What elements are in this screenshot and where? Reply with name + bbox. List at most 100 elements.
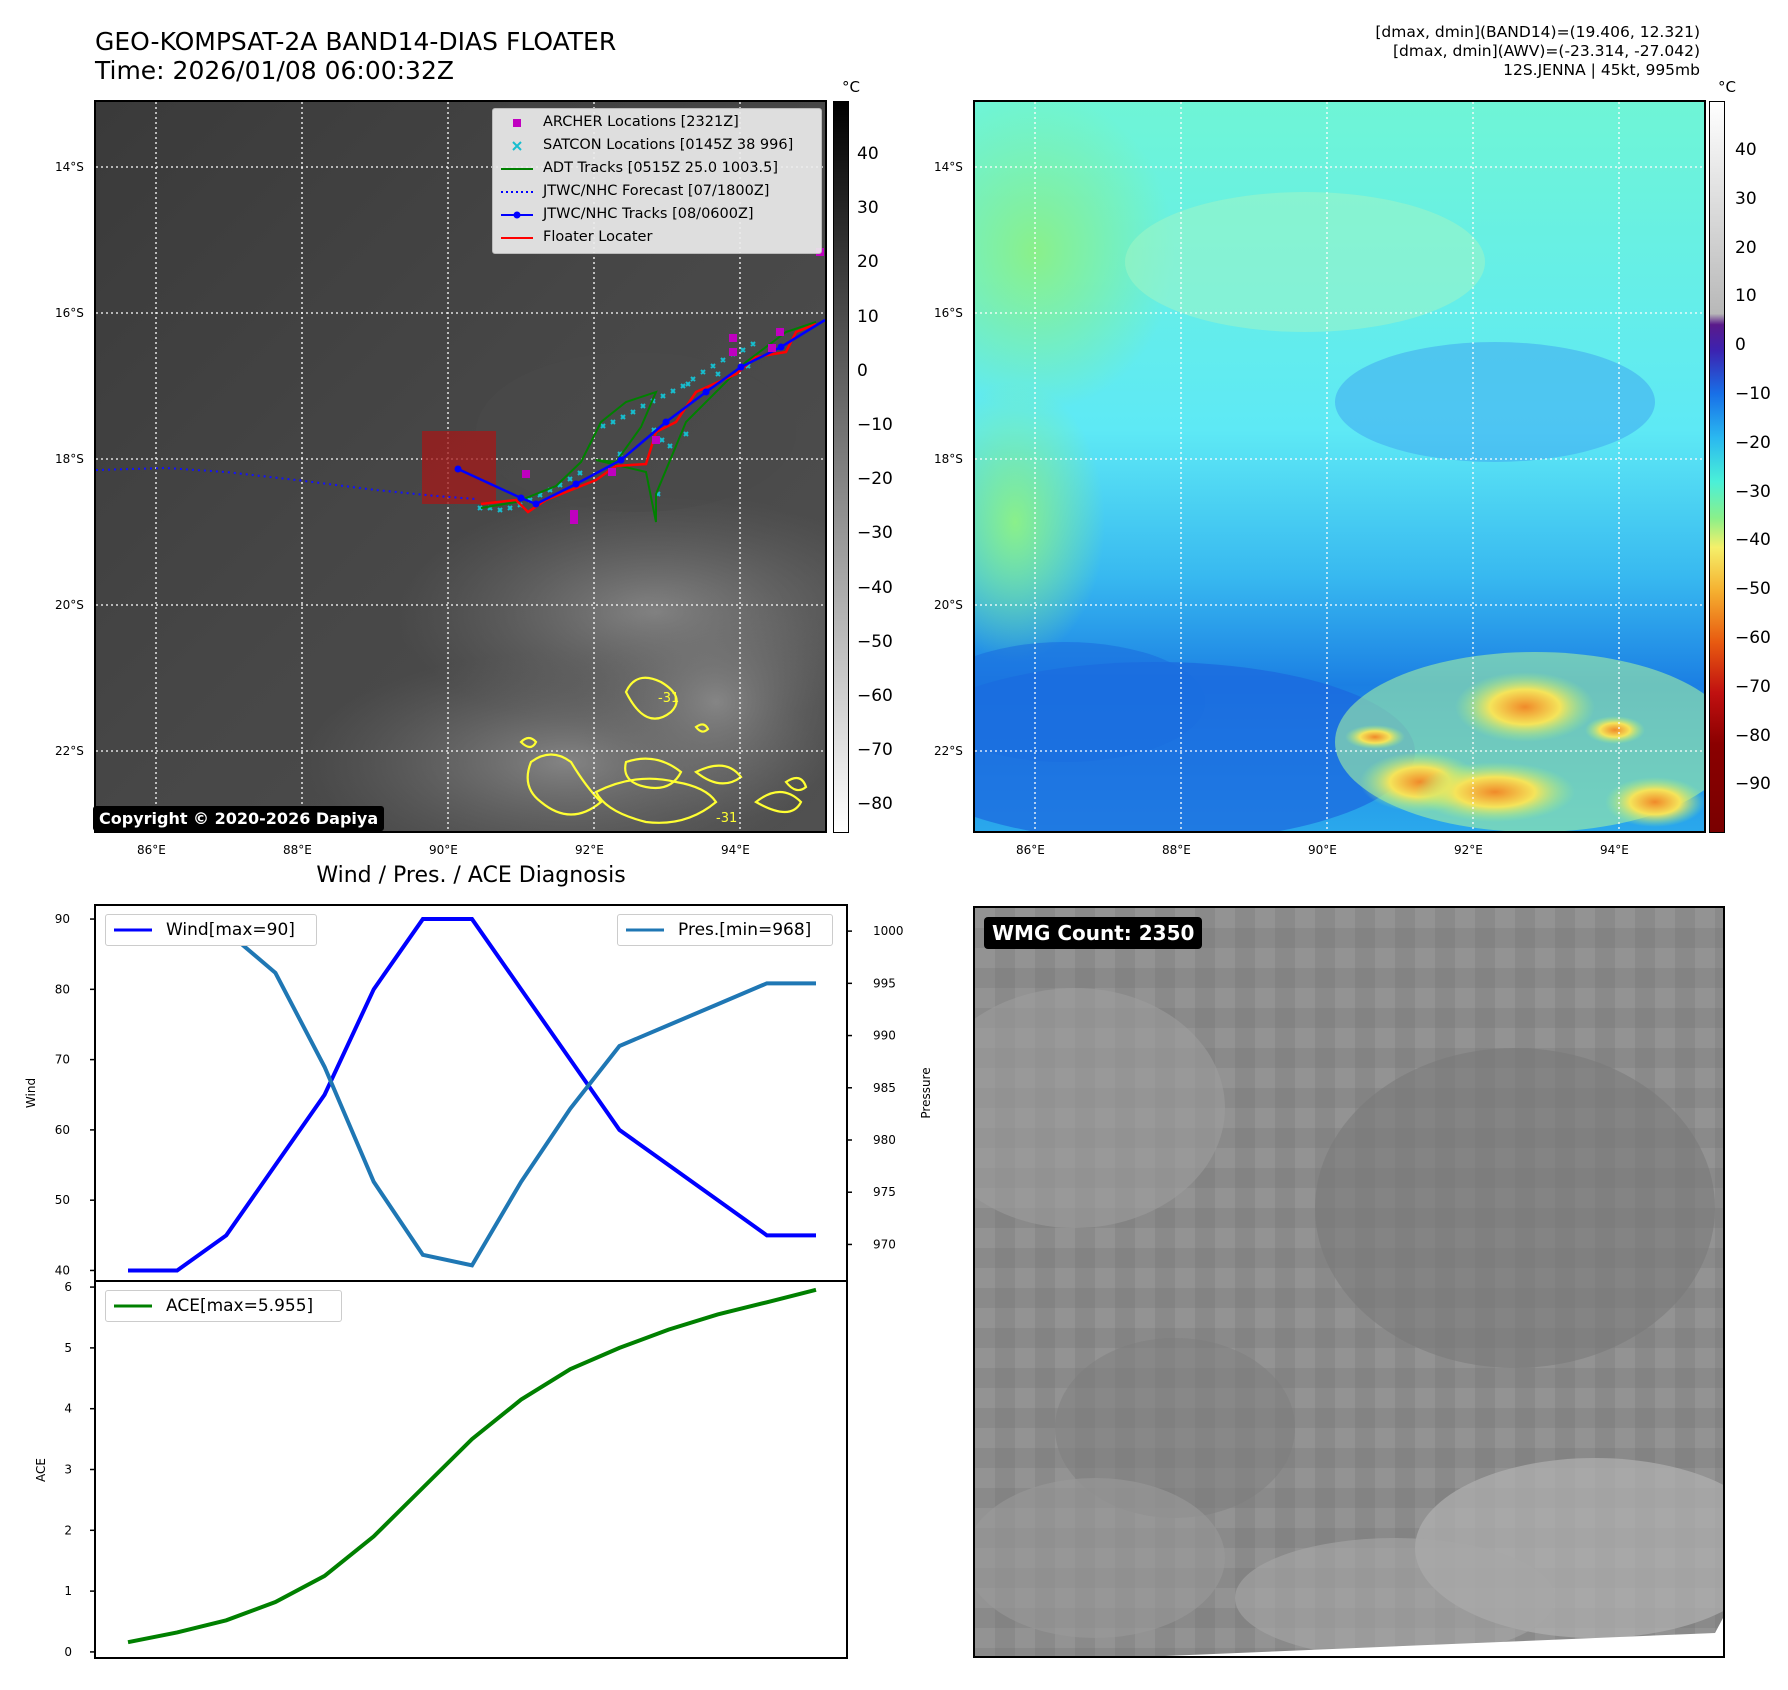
colorbar-tick-label: 40 [857,144,879,164]
lat-label: 20°S [55,598,84,612]
lat-label: 16°S [55,306,84,320]
pressure-axis-label: Pressure [919,1067,930,1118]
x-marker-icon [512,141,522,151]
lat-label: 16°S [934,306,963,320]
adt-track-line [480,321,817,523]
pressure-tick-label: 990 [873,1029,896,1043]
lon-label: 88°E [1162,843,1191,857]
ace-tick-label: 3 [64,1463,72,1477]
ir-map-panel: -31 -31 [94,100,827,833]
diagnosis-chart: 40 50 60 70 80 90 970 975 980 985 990 995 1000 0 1 2 3 4 5… [24,904,930,1659]
colorbar-tick-label: −60 [1735,628,1771,648]
colorbar-tick-label: −10 [857,415,893,435]
awv-gridlines [975,102,1704,831]
wind-tick-label: 60 [55,1123,70,1137]
pressure-tick-label: 985 [873,1081,896,1095]
colorbar-tick-label: 10 [857,306,879,327]
info-line1: [dmax, dmin](BAND14)=(19.406, 12.321) [1375,23,1700,41]
square-marker-icon [513,119,521,127]
wmg-count-badge: WMG Count: 2350 [984,917,1203,949]
diagnosis-title: Wind / Pres. / ACE Diagnosis [316,863,626,888]
lon-label: 88°E [283,843,312,857]
pressure-legend: Pres.[min=968] [617,914,833,946]
lon-label: 92°E [1454,843,1483,857]
wind-tick-label: 80 [55,982,70,996]
lat-label: 14°S [55,160,84,174]
wind-tick-label: 70 [55,1053,70,1067]
legend-item-satcon: SATCON Locations [0145Z 38 996] [493,135,821,158]
line-marker-icon [114,1304,152,1308]
lat-label: 18°S [55,452,84,466]
contour-lines [519,676,808,824]
wind-legend: Wind[max=90] [105,914,317,946]
copyright-badge: Copyright © 2020-2026 Dapiya [93,806,385,831]
lon-label: 94°E [721,843,750,857]
colorbar-tick-label: 30 [1735,188,1757,209]
legend-item-adt: ADT Tracks [0515Z 25.0 1003.5] [493,158,821,181]
awv-map-image [975,102,1704,831]
colorbar-tick-label: −50 [1735,579,1771,600]
pressure-tick-label: 995 [873,976,896,990]
dotted-line-icon [501,191,533,193]
lon-label: 90°E [1308,843,1337,857]
contour-label: -31 [658,691,679,706]
lon-label: 90°E [429,843,458,857]
pressure-tick-label: 980 [873,1133,896,1147]
wind-tick-label: 40 [55,1263,70,1277]
line-marker-icon [626,928,664,932]
ace-axis-label: ACE [34,1458,48,1482]
colorbar-gray-unit: °C [842,78,860,96]
wmg-image [975,908,1723,1656]
ace-plot-frame [94,1280,848,1659]
legend-item-archer: ARCHER Locations [2321Z] [493,112,821,135]
colorbar-tick-label: −20 [857,469,893,490]
lon-label: 94°E [1600,843,1629,857]
contour-label-2: -31 [716,811,737,826]
info-line3: 12S.JENNA | 45kt, 995mb [1503,61,1700,79]
colorbar-tick-label: −60 [857,686,893,706]
wmg-panel [973,906,1725,1658]
lon-label: 92°E [575,843,604,857]
line-dot-icon [501,211,533,219]
legend-item-jtwc-tracks: JTWC/NHC Tracks [08/0600Z] [493,204,821,227]
series-line-pressure [128,918,816,1268]
ace-tick-label: 1 [64,1584,72,1598]
ir-map-image: -31 -31 [96,102,825,831]
colorbar-tick-label: 0 [1735,335,1746,356]
pressure-tick-label: 970 [873,1237,896,1251]
colorbar-gray [833,101,849,833]
lat-label: 14°S [934,160,963,174]
lat-label: 22°S [55,744,84,758]
colorbar-tick-label: 10 [1735,286,1757,307]
lon-label: 86°E [1016,843,1045,857]
colorbar-tick-label: −30 [857,523,893,544]
colorbar-tick-label: −50 [857,631,893,652]
pressure-tick-label: 975 [873,1185,896,1199]
info-block: [dmax, dmin](BAND14)=(19.406, 12.321) [d… [1375,23,1700,80]
colorbar-tick-label: 20 [857,252,879,273]
colorbar-tick-label: −20 [1735,432,1771,453]
title-line1: GEO-KOMPSAT-2A BAND14-DIAS FLOATER [95,27,617,56]
lat-label: 18°S [934,452,963,466]
legend-item-floater: Floater Locater [493,227,821,250]
colorbar-tick-label: −30 [1735,481,1771,502]
colorbar-tick-label: −70 [857,740,893,761]
colorbar-tick-label: 0 [857,360,868,381]
jtwc-track-line [457,318,825,506]
line-marker-icon [501,168,533,170]
colorbar-color [1709,101,1725,833]
wind-axis-label: Wind [24,1078,38,1108]
ace-tick-label: 5 [64,1341,72,1355]
ace-legend: ACE[max=5.955] [105,1290,342,1322]
colorbar-tick-label: −70 [1735,676,1771,697]
awv-map-panel [973,100,1706,833]
colorbar-tick-label: −10 [1735,384,1771,404]
wind-plot-frame [94,904,848,1282]
legend-item-forecast: JTWC/NHC Forecast [07/1800Z] [493,181,821,204]
no-data-corner [1165,1618,1723,1656]
ace-tick-label: 0 [64,1645,72,1659]
ace-tick-label: 4 [64,1402,72,1416]
colorbar-tick-label: 40 [1735,140,1757,160]
colorbar-tick-label: −90 [1735,774,1771,795]
info-line2: [dmax, dmin](AWV)=(-23.314, -27.042) [1393,42,1700,60]
